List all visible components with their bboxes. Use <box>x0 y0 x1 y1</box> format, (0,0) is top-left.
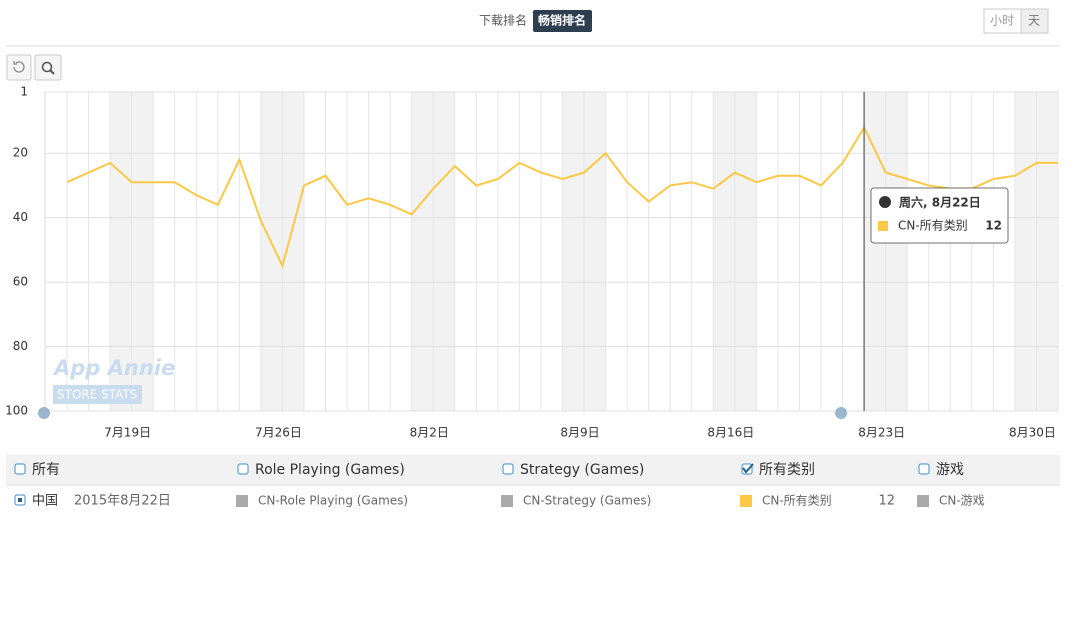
series-value: 12 <box>878 494 895 509</box>
series-label: CN-Strategy (Games) <box>523 494 651 508</box>
filter-label[interactable]: 所有类别 <box>759 462 815 478</box>
button-label[interactable]: 天 <box>1028 14 1040 28</box>
y-tick-label: 80 <box>13 339 28 353</box>
watermark: App Annie <box>52 356 175 380</box>
x-tick-label: 8月30日 <box>1009 426 1056 440</box>
globe-icon <box>879 196 891 208</box>
tab-active[interactable]: 畅销排名 <box>538 13 586 28</box>
x-tick-label: 8月23日 <box>858 426 905 440</box>
filter-label[interactable]: 所有 <box>32 462 60 478</box>
zoom-icon <box>49 69 55 75</box>
series-label: CN-游戏 <box>939 494 985 508</box>
button-active[interactable] <box>1020 8 1049 34</box>
button[interactable] <box>983 8 1022 34</box>
tab-active-bg[interactable] <box>533 10 592 32</box>
tooltip-swatch <box>878 221 888 231</box>
checkbox[interactable] <box>502 463 514 475</box>
series-swatch <box>501 495 513 507</box>
x-tick-label: 8月2日 <box>410 426 449 440</box>
y-tick-label: 1 <box>20 85 28 99</box>
series-label: CN-所有类别 <box>762 494 832 508</box>
y-tick-label: 60 <box>13 275 28 289</box>
x-tick-label: 8月16日 <box>707 426 754 440</box>
note-icon <box>835 407 848 419</box>
zoom-button[interactable] <box>34 54 62 81</box>
zoom-icon <box>41 61 53 73</box>
tooltip <box>870 187 1009 244</box>
reset-icon <box>13 61 25 73</box>
y-tick-label: 40 <box>13 210 28 224</box>
tooltip-title: 周六, 8月22日 <box>899 195 981 210</box>
filter-label[interactable]: Strategy (Games) <box>520 462 644 478</box>
filter-label[interactable]: Role Playing (Games) <box>255 462 405 478</box>
checkbox[interactable] <box>918 463 930 475</box>
series-swatch <box>917 495 929 507</box>
x-tick-label: 8月9日 <box>560 426 599 440</box>
tooltip-series: CN-所有类别 <box>898 219 968 233</box>
button-label[interactable]: 小时 <box>990 14 1014 28</box>
y-tick-label: 20 <box>13 146 28 160</box>
legend-header <box>6 455 1060 485</box>
checkbox[interactable] <box>14 463 26 475</box>
series-label: CN-Role Playing (Games) <box>258 494 408 508</box>
date: 2015年8月22日 <box>74 494 171 509</box>
watermark: STORE STATS <box>57 388 137 402</box>
filter-label[interactable]: 游戏 <box>936 462 964 478</box>
x-tick-label: 7月26日 <box>255 426 302 440</box>
country: 中国 <box>32 494 58 509</box>
note-icon <box>38 407 50 419</box>
line <box>66 125 1058 269</box>
checkmark <box>742 463 754 474</box>
x-tick-label: 7月19日 <box>104 426 151 440</box>
series-swatch <box>236 495 248 507</box>
tab[interactable]: 下载排名 <box>479 13 527 28</box>
y-tick-label: 100 <box>5 404 28 418</box>
series-swatch <box>740 495 752 507</box>
tooltip-value: 12 <box>985 219 1002 233</box>
checkbox[interactable] <box>237 463 249 475</box>
reset-button[interactable] <box>6 54 32 81</box>
radio-dot <box>18 498 22 502</box>
watermark-bg <box>53 385 142 404</box>
